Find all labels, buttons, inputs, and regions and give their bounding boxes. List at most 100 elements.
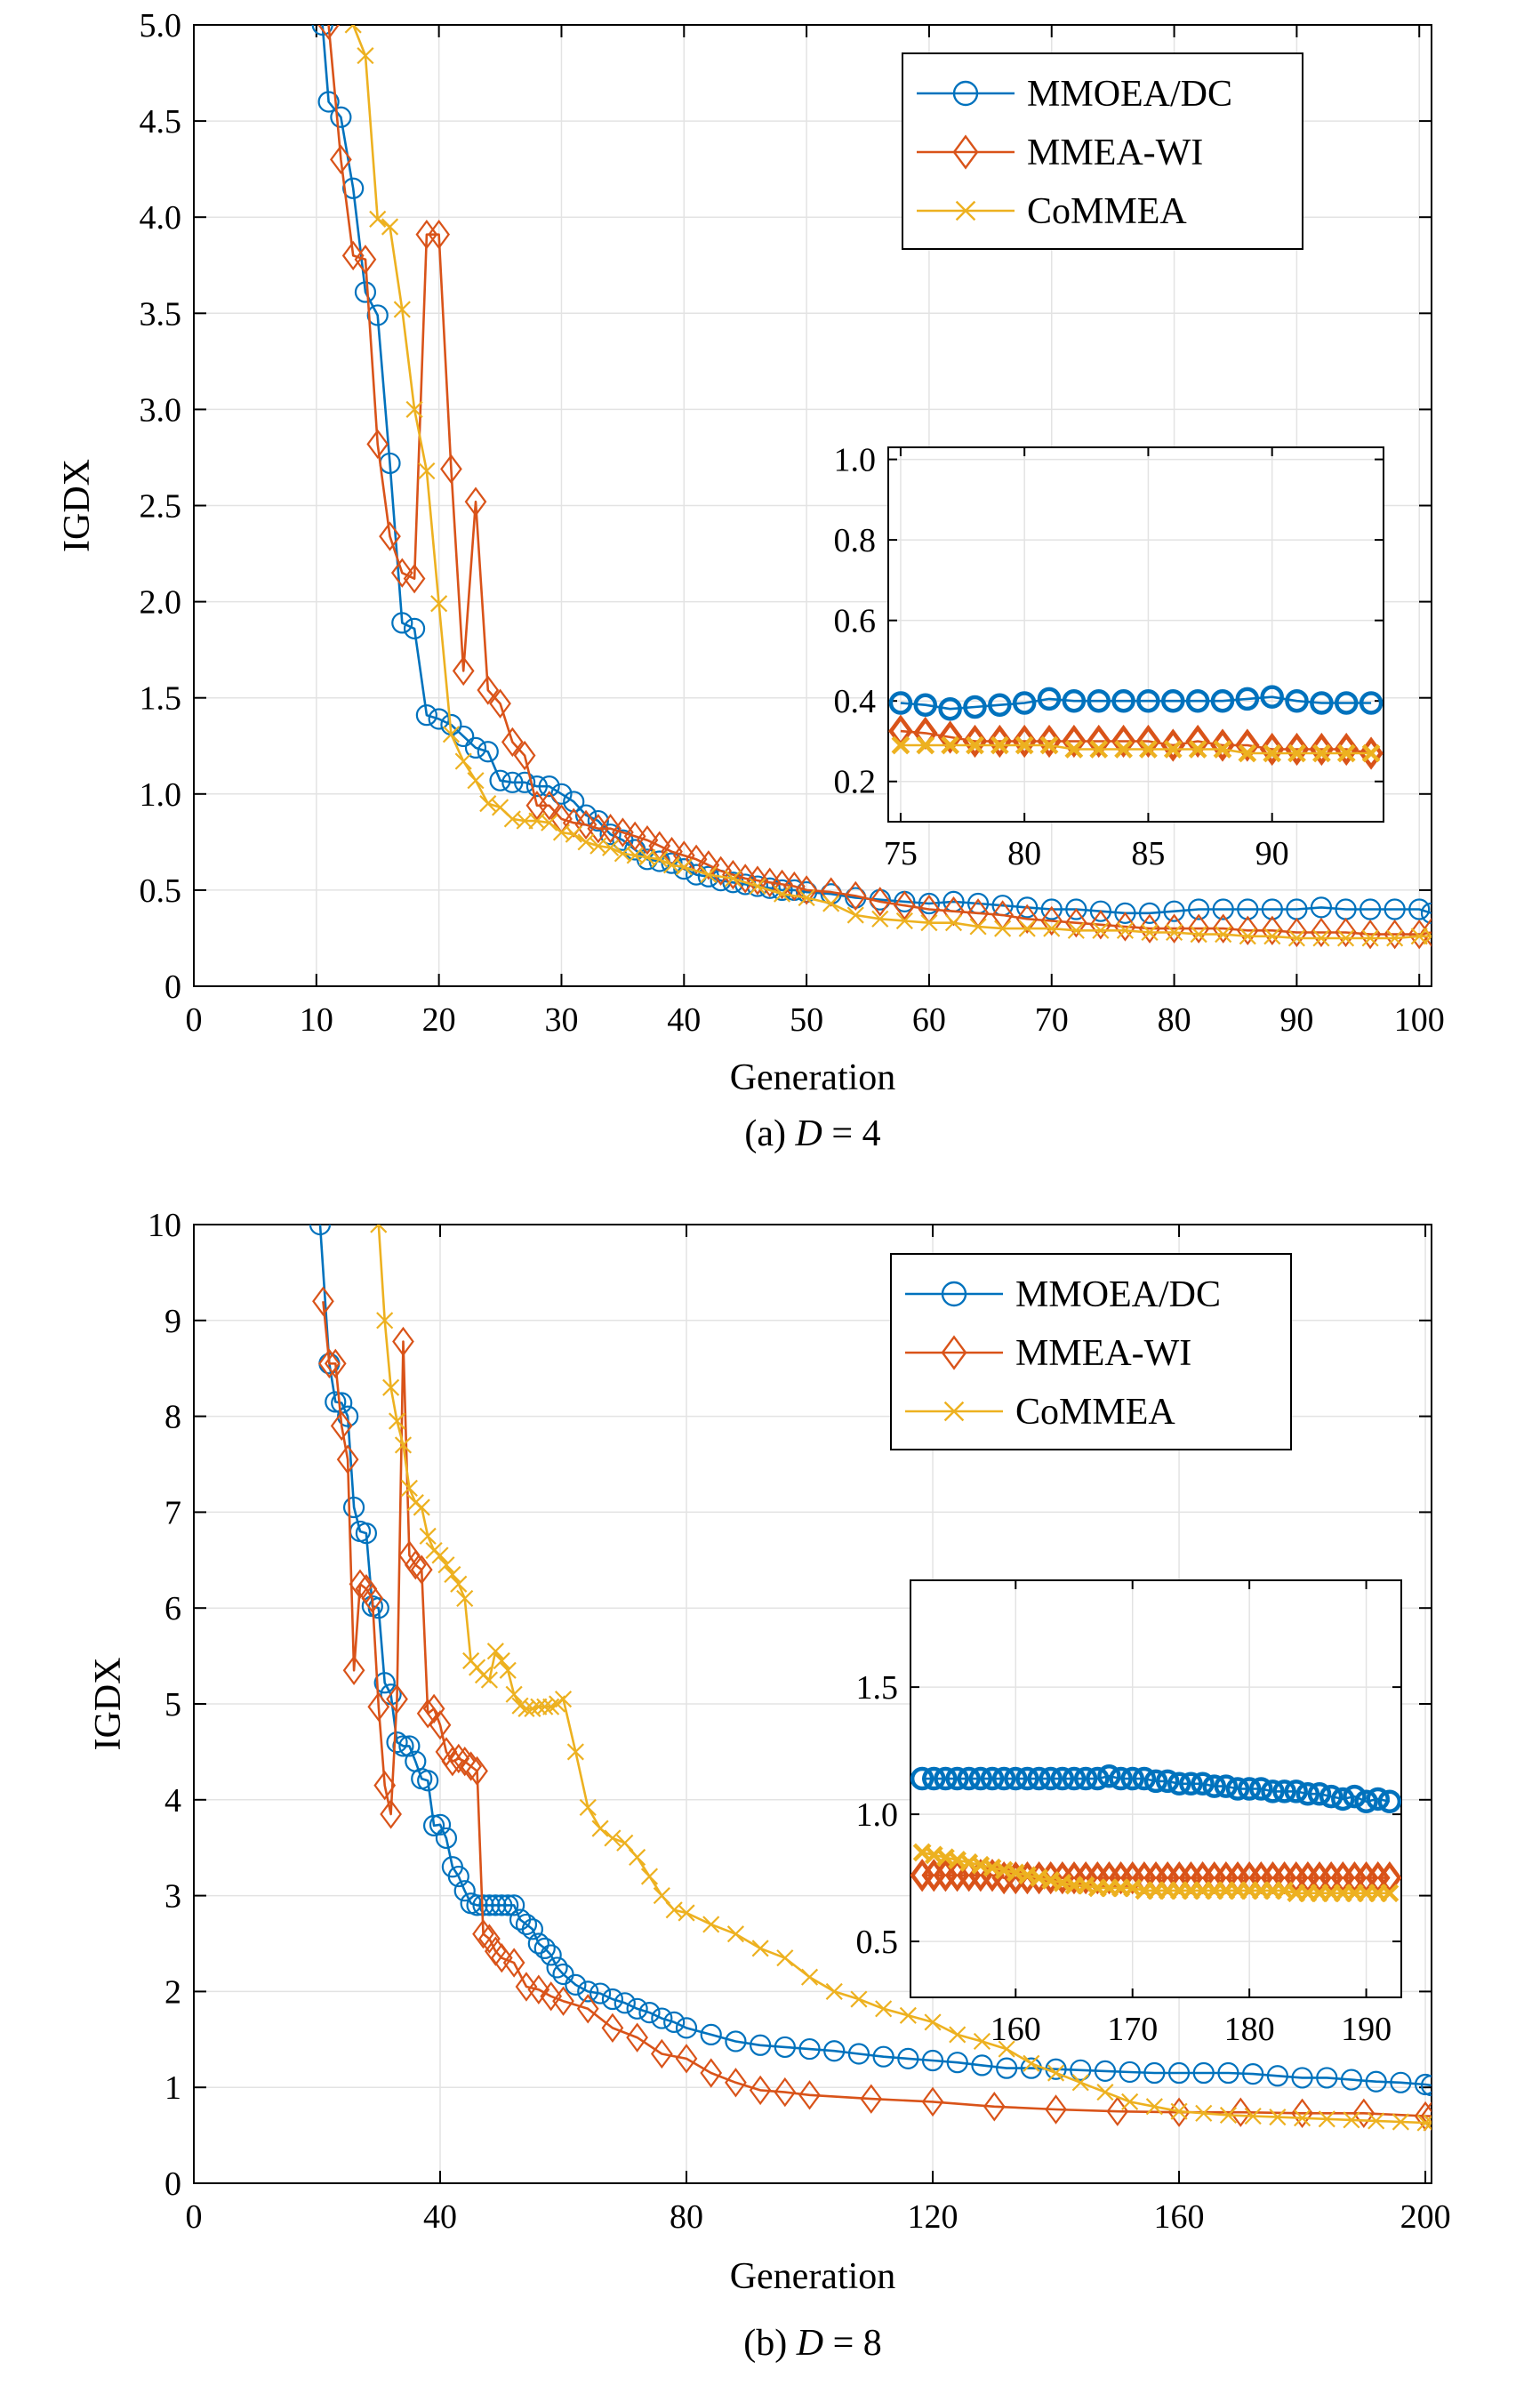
chart-a-point-commea	[541, 814, 558, 831]
chart-a-point-commea	[822, 895, 840, 912]
chart-a-point-mmea-wi	[1040, 905, 1063, 936]
chart-b-point-commea	[800, 1968, 819, 1986]
chart-a-point-commea	[1423, 928, 1432, 945]
chart-b-x-tick-label: 120	[908, 2198, 958, 2236]
chart-b-point-commea	[554, 1691, 573, 1708]
chart-a-inset-point-commea	[1139, 740, 1158, 759]
chart-b-inset-y-tick-label: 0.5	[856, 1924, 899, 1961]
chart-b-point-mmoea-dc	[1094, 2060, 1117, 2082]
chart-a-point-mmea-wi	[440, 454, 462, 485]
chart-b-inset-point-mmoea-dc	[1097, 1763, 1121, 1788]
chart-a-point-commea	[454, 752, 472, 770]
chart-a-point-mmea-wi	[697, 850, 720, 880]
chart-b-point-mmea-wi	[1291, 2098, 1313, 2129]
chart-a-point-mmoea-dc	[1408, 898, 1431, 920]
chart-b-point-commea	[850, 1990, 868, 2008]
chart-a-point-mmea-wi	[782, 871, 806, 902]
chart-b-point-mmea-wi	[1420, 2101, 1432, 2132]
chart-a-inset-y-tick-label: 0.6	[834, 603, 877, 640]
chart-a-legend-marker-commea	[955, 200, 976, 221]
chart-b-legend: MMOEA/DC MMEA-WI CoMMEA	[890, 1253, 1292, 1450]
chart-a-inset-point-commea	[1311, 743, 1331, 763]
chart-b-point-mmea-wi	[367, 1691, 390, 1722]
chart-a-point-mmea-wi	[869, 887, 892, 917]
chart-b-point-mmea-wi	[601, 2012, 624, 2044]
chart-a-inset-x-tick-label: 85	[1131, 835, 1165, 872]
chart-b-point-commea	[640, 1868, 659, 1885]
chart-a-inset-x-tick-label: 80	[1007, 835, 1041, 872]
chart-b-point-mmea-wi	[472, 1919, 494, 1949]
chart-a-inset-y-tick-label: 0.8	[834, 522, 877, 559]
chart-a-inset-point-mmoea-dc	[1037, 687, 1062, 711]
chart-b-point-mmoea-dc	[491, 1894, 513, 1916]
chart-b-inset-point-mmoea-dc	[1354, 1789, 1378, 1814]
chart-a-caption-variable: D	[795, 1113, 822, 1154]
chart-b-caption: (b) D = 8	[743, 2323, 882, 2364]
chart-a-point-mmoea-dc	[918, 892, 941, 915]
chart-a-y-tick-label: 0	[164, 968, 181, 1006]
chart-b-inset-point-mmoea-dc	[1377, 1789, 1401, 1814]
chart-b-inset-point-mmoea-dc	[1202, 1774, 1226, 1798]
chart-b-point-mmoea-dc	[565, 1973, 587, 1996]
chart-b-point-commea	[776, 1949, 794, 1967]
chart-a-legend-label-mmea-wi: MMEA-WI	[1027, 133, 1203, 173]
chart-a-inset-y-tick-label: 0.2	[834, 764, 877, 801]
chart-b-point-mmoea-dc	[552, 1963, 574, 1986]
chart-b-point-mmea-wi	[386, 1683, 408, 1715]
chart-b-inset-point-mmoea-dc	[1039, 1766, 1063, 1791]
chart-b-point-mmoea-dc	[429, 1813, 452, 1836]
chart-b-inset-point-mmoea-dc	[1179, 1771, 1203, 1796]
chart-b-point-commea	[530, 1698, 548, 1715]
chart-b-point-mmoea-dc	[478, 1894, 501, 1916]
chart-a-point-commea	[1141, 923, 1159, 942]
chart-a-point-commea	[651, 850, 669, 868]
chart-a-point-mmea-wi	[1236, 915, 1259, 946]
chart-b-inset-point-mmoea-dc	[1167, 1771, 1191, 1796]
chart-b-point-commea	[499, 1661, 517, 1679]
chart-b-legend-label-mmea-wi: MMEA-WI	[1015, 1333, 1191, 1374]
chart-b-point-mmoea-dc	[725, 2030, 747, 2053]
chart-b-y-tick-label: 8	[164, 1399, 181, 1436]
chart-b-inset-point-mmoea-dc	[991, 1766, 1016, 1791]
chart-b-point-mmoea-dc	[872, 2045, 894, 2068]
chart-a-point-mmoea-dc	[366, 304, 389, 326]
chart-b-inset-point-mmoea-dc	[1050, 1766, 1075, 1791]
chart-b-point-commea	[413, 1498, 430, 1516]
chart-a-inset-point-mmea-wi	[937, 720, 963, 754]
chart-b-point-mmoea-dc	[1340, 2069, 1363, 2091]
chart-a-caption-suffix: = 4	[822, 1113, 881, 1154]
chart-b-inset-point-mmoea-dc	[1284, 1779, 1308, 1804]
chart-b-point-mmea-wi	[478, 1924, 501, 1954]
chart-a-inset-axes-frame	[887, 446, 1384, 823]
chart-a-inset-point-mmoea-dc	[1062, 688, 1087, 713]
chart-a-inset-y-tick-label: 0.4	[834, 683, 877, 720]
chart-b-point-commea	[1244, 2107, 1262, 2125]
chart-b-legend-label-commea: CoMMEA	[1015, 1392, 1175, 1433]
chart-b-y-tick-label: 5	[164, 1686, 181, 1723]
chart-a-point-mmoea-dc	[330, 106, 352, 128]
chart-b-point-commea	[431, 1546, 449, 1564]
chart-b-caption-variable: D	[796, 2323, 823, 2364]
chart-b-y-tick-label: 3	[164, 1878, 181, 1916]
chart-a-inset-point-commea	[1163, 740, 1183, 759]
chart-b-point-commea	[751, 1940, 769, 1957]
chart-b-inset-point-mmoea-dc	[945, 1766, 969, 1791]
chart-a-inset-point-mmoea-dc	[988, 693, 1012, 717]
chart-a-point-mmea-wi	[1064, 907, 1087, 938]
chart-b-inset-point-mmoea-dc	[968, 1766, 993, 1791]
chart-a-point-mmea-wi	[636, 824, 659, 856]
chart-b-point-commea	[1047, 2064, 1065, 2082]
chart-b-point-commea	[1392, 2113, 1409, 2131]
chart-b-point-mmea-wi	[675, 2044, 698, 2074]
chart-b-point-mmoea-dc	[1316, 2067, 1338, 2089]
chart-b-x-tick-label: 0	[186, 2198, 203, 2236]
chart-a-point-mmoea-dc	[391, 612, 413, 634]
chart-a-x-tick-label: 70	[1035, 1001, 1069, 1039]
chart-b-point-commea	[702, 1916, 720, 1933]
chart-b-point-mmea-wi	[1167, 2097, 1191, 2127]
chart-b-y-tick-label: 1	[164, 2069, 181, 2107]
chart-b-inset-point-mmoea-dc	[1132, 1766, 1157, 1791]
chart-b-point-mmoea-dc	[601, 1988, 624, 2011]
chart-a-inset-point-mmoea-dc	[1185, 688, 1210, 713]
chart-b-inset-point-mmoea-dc	[1295, 1781, 1320, 1806]
